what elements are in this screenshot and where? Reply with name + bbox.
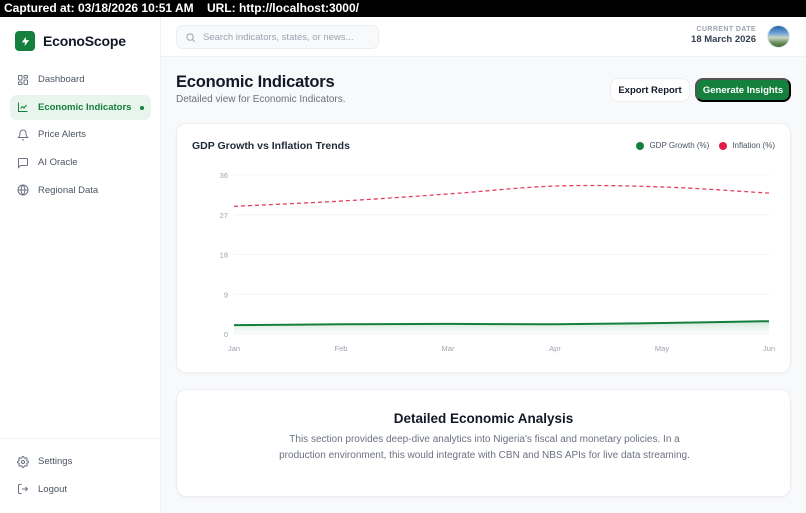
sidebar-item-label: Settings [38, 456, 73, 467]
current-date: CURRENT DATE 18 March 2026 [691, 26, 756, 45]
gear-icon [17, 455, 29, 468]
export-report-button[interactable]: Export Report [610, 78, 690, 102]
sidebar-divider [0, 438, 160, 439]
analysis-title: Detailed Economic Analysis [393, 411, 574, 426]
svg-text:Jun: Jun [763, 344, 775, 353]
current-date-label: CURRENT DATE [696, 26, 756, 33]
line-chart-icon [18, 102, 28, 113]
svg-text:Feb: Feb [335, 344, 348, 353]
svg-text:9: 9 [224, 290, 228, 299]
page-subtitle: Detailed view for Economic Indicators. [176, 94, 346, 105]
svg-text:18: 18 [220, 251, 228, 260]
sidebar-nav: Dashboard Economic Indicators Price Aler… [10, 67, 151, 205]
analysis-card: Detailed Economic Analysis This section … [176, 389, 791, 497]
chart-title: GDP Growth vs Inflation Trends [192, 140, 350, 152]
sidebar-item-label: Economic Indicators [38, 101, 132, 113]
svg-text:Apr: Apr [549, 344, 561, 353]
svg-text:36: 36 [220, 171, 228, 180]
svg-text:Jan: Jan [228, 344, 240, 353]
svg-text:May: May [655, 344, 669, 353]
grid-icon [18, 74, 28, 85]
page-title: Economic Indicators [176, 73, 335, 91]
svg-text:27: 27 [220, 211, 228, 220]
lightning-bolt-icon [15, 31, 35, 51]
analysis-text: This section provides deep-dive analytic… [279, 434, 690, 461]
sidebar-item-label: AI Oracle [38, 157, 78, 169]
bell-icon [17, 129, 29, 141]
sidebar-item-economic-indicators[interactable]: Economic Indicators [10, 94, 151, 120]
sidebar-item-label: Regional Data [38, 184, 99, 196]
search-box[interactable] [176, 25, 379, 49]
search-icon [186, 32, 195, 42]
brand-name: EconoScope [43, 33, 126, 49]
legend-label: Inflation (%) [732, 141, 775, 150]
globe-icon [17, 184, 29, 197]
topbar: CURRENT DATE 18 March 2026 [161, 17, 806, 57]
sidebar-item-label: Logout [38, 483, 68, 495]
sidebar-item-label: Price Alerts [38, 129, 87, 141]
legend-dot-icon [719, 141, 728, 150]
current-date-value: 18 March 2026 [691, 34, 756, 45]
capture-bar: Captured at: 03/18/2026 10:51 AM URL: ht… [0, 0, 806, 17]
chart-legend: GDP Growth (%) Inflation (%) [626, 141, 775, 150]
sidebar-item-ai-oracle[interactable]: AI Oracle [10, 150, 151, 175]
sidebar-item-price-alerts[interactable]: Price Alerts [10, 122, 151, 147]
brand[interactable]: EconoScope [15, 31, 126, 51]
avatar[interactable] [767, 25, 790, 48]
chat-icon [18, 157, 28, 169]
svg-text:Mar: Mar [442, 344, 455, 353]
legend-dot-icon [636, 141, 645, 150]
sidebar: EconoScope Dashboard Economic Indicators… [0, 17, 161, 513]
sidebar-item-regional-data[interactable]: Regional Data [10, 178, 151, 203]
legend-label: GDP Growth (%) [649, 141, 710, 150]
sidebar-item-dashboard[interactable]: Dashboard [10, 67, 151, 92]
logout-icon [18, 484, 29, 495]
search-input[interactable] [203, 31, 363, 43]
line-chart[interactable]: 0 9 18 27 36 Jan Feb Mar Apr May Jun [177, 124, 792, 374]
chart-card: GDP Growth vs Inflation Trends GDP Growt… [176, 123, 791, 373]
sidebar-item-label: Dashboard [38, 74, 85, 85]
legend-item-inflation[interactable]: Inflation (%) [719, 141, 775, 150]
sidebar-bottom-nav: Settings Logout [10, 449, 151, 504]
generate-insights-button[interactable]: Generate Insights [695, 78, 791, 102]
active-indicator-dot [140, 105, 144, 110]
sidebar-item-settings[interactable]: Settings [10, 449, 151, 474]
legend-item-gdp[interactable]: GDP Growth (%) [636, 141, 709, 150]
sidebar-item-logout[interactable]: Logout [10, 477, 151, 502]
svg-text:0: 0 [224, 330, 228, 339]
